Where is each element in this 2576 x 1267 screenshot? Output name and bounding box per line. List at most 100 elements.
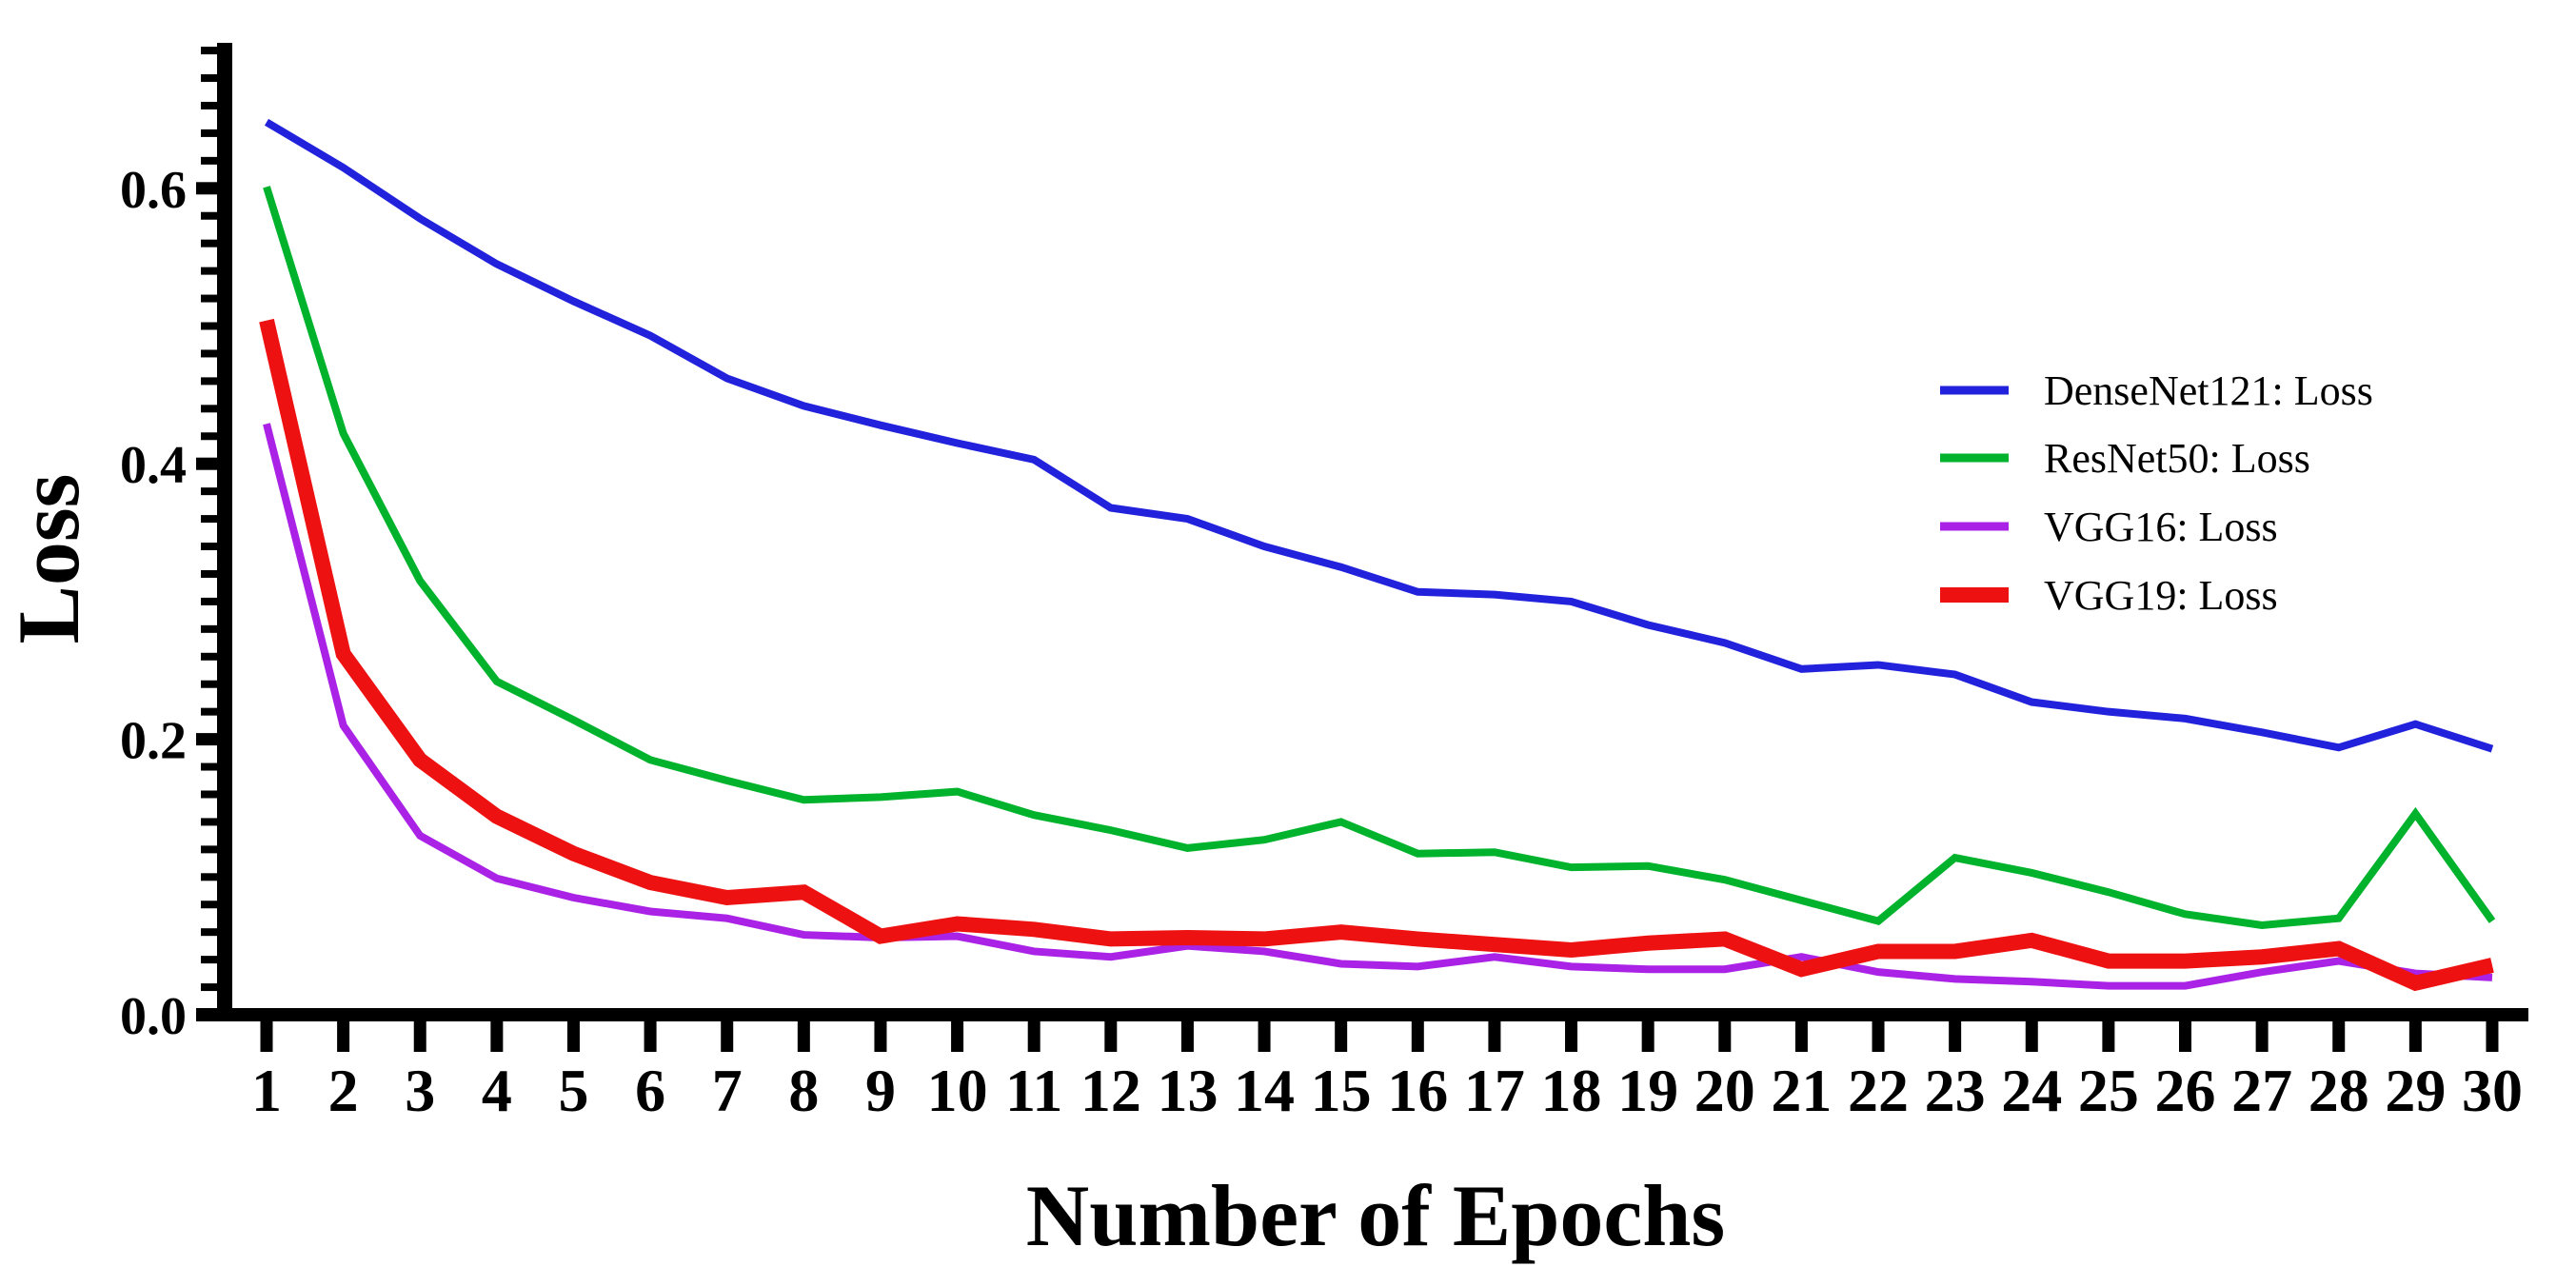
- x-tick-label: 9: [865, 1057, 896, 1124]
- y-minor-tick: [201, 624, 232, 633]
- x-tick-label: 2: [328, 1057, 359, 1124]
- x-tick: [874, 1021, 887, 1052]
- x-tick: [1488, 1021, 1501, 1052]
- chart-line-vgg16: [263, 423, 2493, 990]
- x-tick: [1335, 1021, 1348, 1052]
- x-tick-label: 7: [712, 1057, 743, 1124]
- x-tick-label: 15: [1311, 1057, 1372, 1124]
- y-minor-tick: [201, 597, 232, 605]
- x-tick-label: 18: [1541, 1057, 1602, 1124]
- x-tick: [2102, 1021, 2115, 1052]
- legend-label: ResNet50: Loss: [2044, 435, 2310, 482]
- x-tick-label: 1: [251, 1057, 282, 1124]
- x-tick: [260, 1021, 273, 1052]
- y-tick-label: 0.6: [120, 161, 187, 220]
- x-tick-label: 25: [2078, 1057, 2139, 1124]
- x-tick-label: 22: [1848, 1057, 1909, 1124]
- x-tick-label: 24: [2001, 1057, 2062, 1124]
- y-minor-tick: [201, 956, 232, 964]
- x-tick-label: 17: [1464, 1057, 1525, 1124]
- x-tick-label: 13: [1157, 1057, 1218, 1124]
- x-tick-label: 6: [635, 1057, 665, 1124]
- axes-layer: 0.00.20.40.61 2 3 4 5 6 7 8 9 10 11 12 13 14 15 16 17 18 1…: [120, 43, 2528, 1124]
- chart-line-vgg19: [259, 318, 2494, 992]
- y-minor-tick: [201, 762, 232, 771]
- x-tick: [1949, 1021, 1962, 1052]
- x-tick: [1411, 1021, 1424, 1052]
- x-tick-label: 23: [1925, 1057, 1986, 1124]
- x-tick-label: 26: [2155, 1057, 2216, 1124]
- x-tick: [566, 1021, 580, 1052]
- x-tick: [1180, 1021, 1194, 1052]
- y-major-tick: [196, 733, 232, 746]
- x-tick: [721, 1021, 734, 1052]
- y-minor-tick: [201, 156, 232, 165]
- x-tick-label: 28: [2308, 1057, 2369, 1124]
- x-tick-label: 12: [1080, 1057, 1141, 1124]
- y-minor-tick: [201, 74, 232, 83]
- y-minor-tick: [201, 652, 232, 661]
- x-tick-label: 16: [1387, 1057, 1448, 1124]
- x-tick: [644, 1021, 657, 1052]
- x-tick: [413, 1021, 426, 1052]
- y-major-tick: [196, 1008, 232, 1021]
- x-tick-label: 21: [1771, 1057, 1832, 1124]
- x-tick-label: 11: [1005, 1057, 1062, 1124]
- legend-item: DenseNet121: Loss: [1940, 367, 2373, 414]
- x-tick: [951, 1021, 964, 1052]
- x-tick-label: 20: [1694, 1057, 1755, 1124]
- legend: DenseNet121: Loss ResNet50: Loss VGG16: Lo…: [1940, 367, 2373, 619]
- y-minor-tick: [201, 129, 232, 137]
- series-layer: [259, 118, 2496, 992]
- x-tick: [2179, 1021, 2191, 1052]
- y-minor-tick: [201, 818, 232, 826]
- x-tick: [1027, 1021, 1040, 1052]
- x-tick: [1258, 1021, 1271, 1052]
- y-minor-tick: [201, 983, 232, 992]
- y-minor-tick: [201, 294, 232, 303]
- x-axis-line: [196, 1008, 2528, 1021]
- y-major-tick: [196, 182, 232, 195]
- x-tick-label: 4: [482, 1057, 512, 1124]
- legend-item: VGG16: Loss: [1940, 504, 2278, 550]
- y-minor-tick: [201, 349, 232, 358]
- x-tick: [2408, 1021, 2422, 1052]
- y-minor-tick: [201, 101, 232, 109]
- y-minor-tick: [201, 543, 232, 551]
- y-minor-tick: [201, 487, 232, 496]
- y-tick-label: 0.0: [120, 987, 187, 1046]
- legend-label: VGG16: Loss: [2044, 504, 2278, 550]
- y-minor-tick: [201, 239, 232, 247]
- y-minor-tick: [201, 680, 232, 688]
- y-minor-tick: [201, 569, 232, 578]
- y-minor-tick: [201, 515, 232, 524]
- x-tick: [1794, 1021, 1808, 1052]
- y-axis-title: Loss: [0, 474, 97, 644]
- x-tick-label: 8: [788, 1057, 819, 1124]
- x-tick: [2486, 1021, 2499, 1052]
- y-minor-tick: [201, 707, 232, 716]
- y-axis-line: [217, 43, 232, 1021]
- y-major-tick: [196, 457, 232, 470]
- x-tick: [490, 1021, 504, 1052]
- x-tick: [797, 1021, 810, 1052]
- legend-item: ResNet50: Loss: [1940, 435, 2310, 482]
- x-tick: [2025, 1021, 2038, 1052]
- y-minor-tick: [201, 405, 232, 413]
- x-tick-label: 27: [2231, 1057, 2292, 1124]
- x-tick-label: 5: [558, 1057, 588, 1124]
- x-tick: [1104, 1021, 1118, 1052]
- x-tick: [1565, 1021, 1578, 1052]
- y-minor-tick: [201, 928, 232, 937]
- x-tick-label: 10: [927, 1057, 988, 1124]
- y-minor-tick: [201, 322, 232, 330]
- y-minor-tick: [201, 267, 232, 275]
- legend-label: VGG19: Loss: [2044, 572, 2278, 619]
- x-tick: [1718, 1021, 1732, 1052]
- chart-line-densenet121: [264, 118, 2494, 753]
- x-tick: [2255, 1021, 2269, 1052]
- x-tick-label: 29: [2385, 1057, 2446, 1124]
- x-tick-label: 30: [2462, 1057, 2523, 1124]
